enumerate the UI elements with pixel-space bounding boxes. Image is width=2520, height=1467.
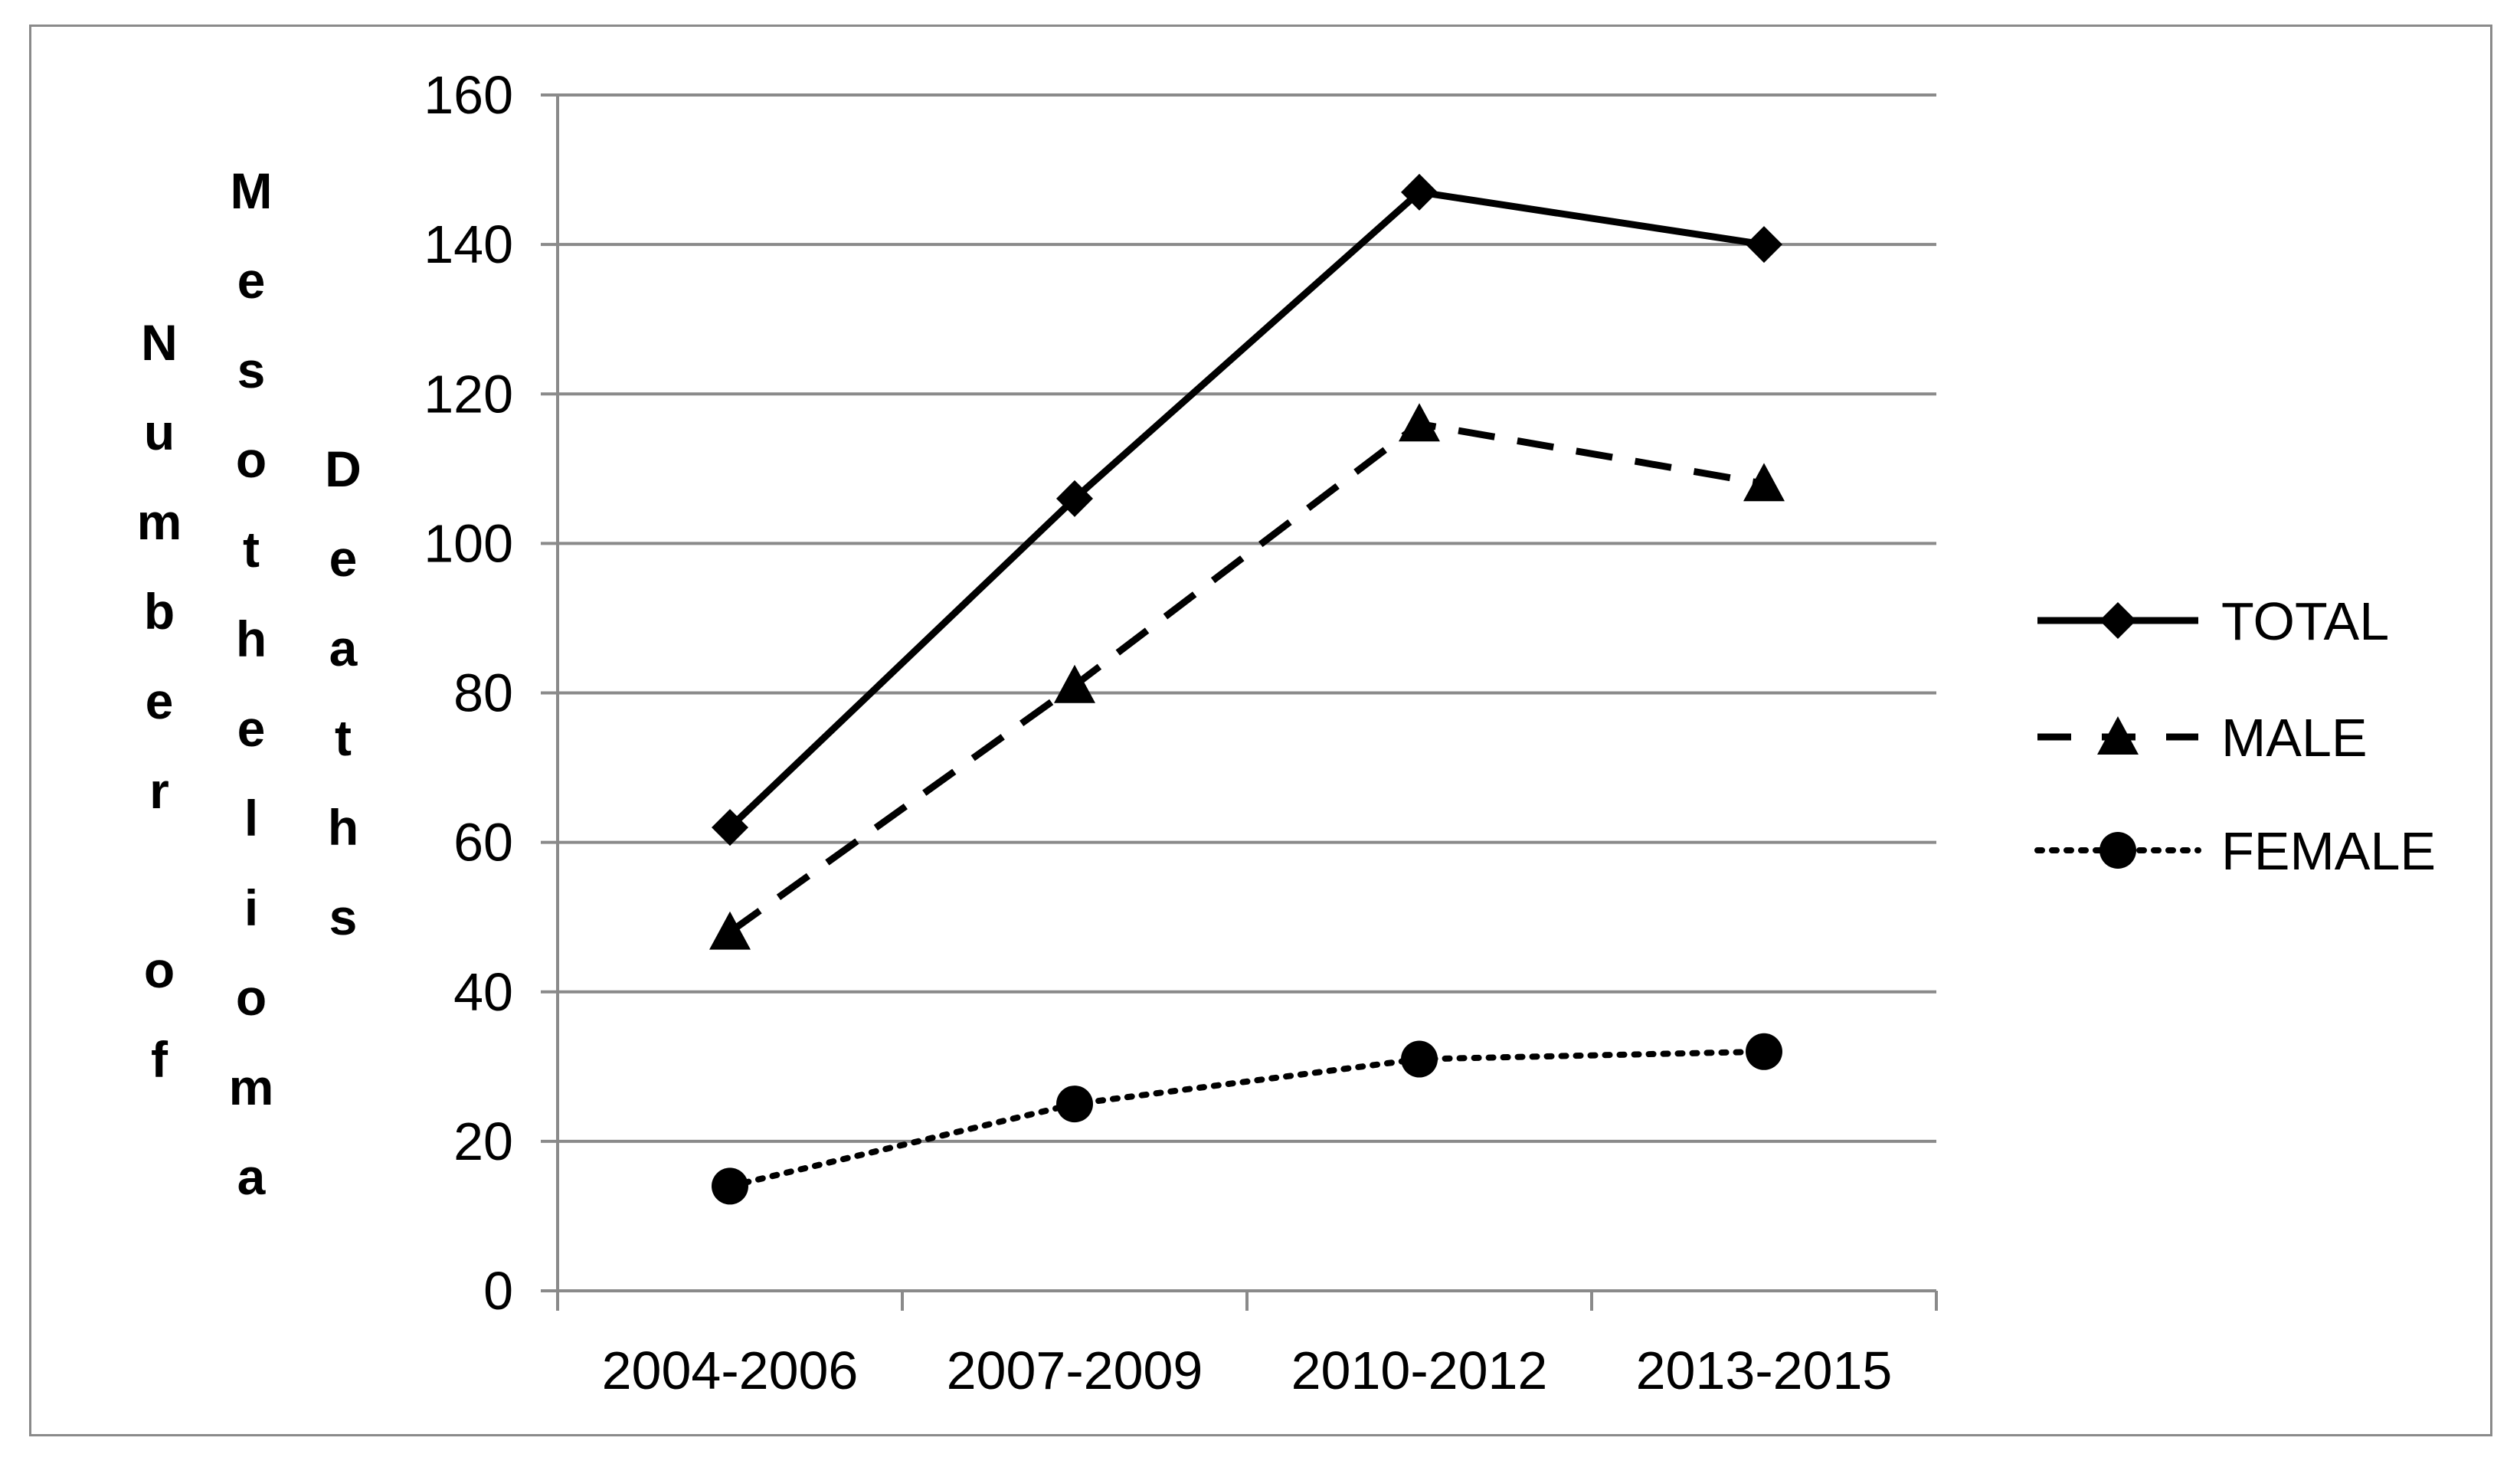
y-axis-label-letter: o [236, 431, 267, 488]
y-tick-label: 80 [453, 663, 513, 723]
y-axis-label-letter: f [151, 1031, 169, 1088]
y-axis-label-letter: r [149, 762, 169, 819]
series-lines [709, 173, 1785, 1205]
y-tick-label: 40 [453, 962, 513, 1022]
y-axis-label-letter: t [243, 521, 260, 578]
y-axis-label-letter: a [237, 1148, 267, 1205]
y-tick-label: 60 [453, 813, 513, 873]
y-tick-label: 120 [424, 364, 513, 424]
data-point-marker [1401, 1040, 1438, 1078]
data-point-marker [1401, 173, 1438, 211]
legend-label-male: MALE [2221, 708, 2368, 768]
data-point-marker [1054, 664, 1095, 703]
data-point-marker [2097, 716, 2139, 755]
data-point-marker [1743, 463, 1785, 502]
y-axis-label-letter: h [328, 799, 358, 856]
y-axis-label-letter: b [144, 583, 175, 640]
x-tick-labels: 2004-2006 2007-2009 2010-2012 2013-2015 [602, 1341, 1893, 1400]
y-axis-label-letter: a [329, 620, 358, 676]
y-axis-label-letter: e [329, 530, 358, 587]
data-point-marker [2099, 602, 2136, 639]
y-axis-label-letter: e [237, 700, 266, 757]
data-point-marker [2099, 832, 2136, 869]
y-axis-label-letter: D [325, 440, 362, 497]
y-axis-label-letter: o [236, 969, 267, 1026]
y-axis-label-letter: i [244, 879, 258, 936]
x-tick-label: 2004-2006 [602, 1341, 859, 1400]
y-axis-label-letter: e [146, 673, 174, 729]
y-axis-label-letter: l [244, 790, 258, 846]
y-axis-label-letter: o [144, 941, 175, 998]
gridlines [558, 93, 1936, 1143]
y-tick-label: 20 [453, 1112, 513, 1171]
legend: TOTAL MALE FEMALE [2034, 591, 2436, 881]
axes [541, 93, 1938, 1311]
legend-label-female: FEMALE [2221, 821, 2436, 881]
data-point-marker [1056, 480, 1093, 517]
x-tick-label: 2010-2012 [1291, 1341, 1548, 1400]
series-line-male [728, 420, 1765, 935]
y-tick-label: 140 [424, 214, 513, 274]
y-axis-label-letter: u [144, 404, 175, 460]
y-axis-label-letter: t [335, 709, 352, 766]
data-point-marker [1746, 226, 1782, 264]
data-point-marker [709, 911, 751, 950]
y-tick-labels: 0 20 40 60 80 100 120 140 160 [424, 65, 513, 1321]
series-line-female [727, 1048, 1767, 1190]
y-axis-label-letter: m [137, 493, 182, 550]
data-point-marker [1746, 1033, 1782, 1070]
x-tick-label: 2013-2015 [1636, 1341, 1893, 1400]
data-point-marker [712, 1167, 748, 1205]
y-tick-label: 160 [424, 65, 513, 125]
chart-frame [29, 25, 2492, 1436]
y-axis-label-letter: e [237, 252, 266, 309]
y-axis-label-letter: M [231, 162, 273, 219]
y-axis-label-letter: h [236, 611, 267, 667]
data-point-marker [1399, 403, 1440, 442]
data-point-marker [1056, 1086, 1093, 1123]
y-axis-label-letter: m [229, 1059, 274, 1115]
y-tick-label: 0 [483, 1261, 513, 1321]
series-line-total [727, 188, 1765, 830]
x-tick-label: 2007-2009 [947, 1341, 1203, 1400]
y-axis-label-letter: N [141, 314, 178, 371]
y-axis-label-letter: s [329, 889, 358, 945]
data-point-marker [712, 809, 748, 846]
legend-label-total: TOTAL [2221, 591, 2389, 651]
y-tick-label: 100 [424, 513, 513, 573]
y-axis-label-letter: s [237, 342, 266, 398]
